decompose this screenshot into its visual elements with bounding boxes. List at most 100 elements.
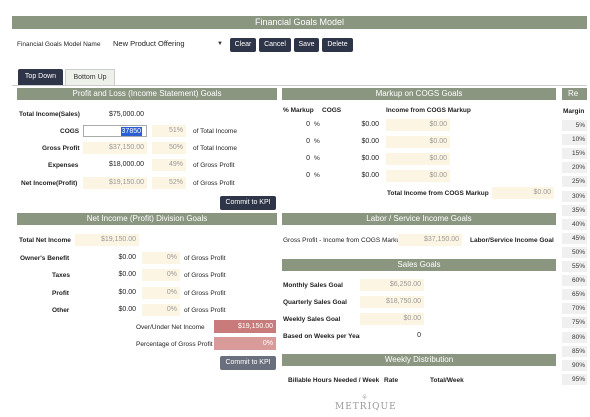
quarterly-sales-label: Quarterly Sales Goal — [283, 299, 347, 306]
ni-section-header: Net Income (Profit) Division Goals — [17, 213, 277, 225]
owners-benefit-pct: 0% — [142, 252, 180, 264]
margin-item[interactable]: 15% — [562, 148, 587, 161]
taxes-label: Taxes — [52, 272, 70, 279]
markup-cogs-3[interactable]: $0.00 — [322, 153, 382, 165]
ni-commit-kpi-button[interactable]: Commit to KPI — [220, 356, 276, 370]
pct-gross-profit-label: Percentage of Gross Profit — [136, 341, 213, 348]
markup-cogs-4[interactable]: $0.00 — [322, 170, 382, 182]
weeks-per-year-label: Based on Weeks per Year — [283, 333, 362, 340]
markup-unit-2: % — [314, 138, 320, 145]
expenses-of: of Gross Profit — [193, 162, 235, 169]
markup-input-1[interactable]: 0 — [285, 119, 313, 131]
tab-top-down[interactable]: Top Down — [18, 69, 63, 85]
save-button[interactable]: Save — [294, 38, 319, 52]
cogs-value: 37850 — [120, 127, 142, 136]
profit-of: of Gross Profit — [184, 290, 226, 297]
margin-item[interactable]: 5% — [562, 120, 587, 132]
margin-item[interactable]: 25% — [562, 176, 587, 189]
margin-item[interactable]: 95% — [562, 373, 587, 386]
app-title: Financial Goals Model — [12, 16, 587, 29]
weekly-section-header: Weekly Distribution — [282, 354, 556, 366]
cogs-pct: 51% — [152, 125, 186, 137]
expenses-pct: 49% — [152, 159, 186, 171]
cogs-of: of Total Income — [193, 128, 237, 135]
net-income-pct: 52% — [152, 177, 186, 189]
margin-item[interactable]: 60% — [562, 275, 587, 288]
pl-commit-kpi-button[interactable]: Commit to KPI — [220, 196, 276, 210]
margin-item[interactable]: 55% — [562, 261, 587, 273]
monthly-sales-value: $6,250.00 — [360, 279, 424, 291]
net-income-label: Net Income(Profit) — [21, 180, 78, 187]
tab-divider — [12, 85, 587, 86]
weekly-sales-value: $0.00 — [360, 313, 424, 325]
total-income-input[interactable]: $75,000.00 — [83, 109, 147, 121]
margin-item[interactable]: 65% — [562, 289, 587, 302]
total-net-income-label: Total Net Income — [19, 237, 71, 244]
margin-item[interactable]: 70% — [562, 303, 587, 316]
margin-item[interactable]: 35% — [562, 204, 587, 217]
taxes-pct: 0% — [142, 269, 180, 281]
margin-item[interactable]: 90% — [562, 359, 587, 372]
markup-total-value: $0.00 — [492, 187, 554, 199]
weeks-per-year-input[interactable]: 0 — [360, 330, 424, 342]
margin-item[interactable]: 80% — [562, 331, 587, 344]
margin-item[interactable]: 50% — [562, 246, 587, 259]
expenses-input[interactable]: $18,000.00 — [83, 159, 147, 171]
chevron-down-icon: ▼ — [217, 41, 223, 47]
cogs-label: COGS — [60, 128, 80, 135]
cogs-input[interactable]: 37850 — [83, 125, 147, 137]
net-income-of: of Gross Profit — [193, 180, 235, 187]
markup-income-2: $0.00 — [386, 136, 450, 148]
markup-unit-3: % — [314, 155, 320, 162]
clear-button[interactable]: Clear — [230, 38, 256, 52]
over-under-label: Over/Under Net Income — [136, 324, 205, 331]
owners-benefit-of: of Gross Profit — [184, 255, 226, 262]
cancel-button[interactable]: Cancel — [259, 38, 291, 52]
margin-item[interactable]: 75% — [562, 317, 587, 330]
margin-label: Margin — [563, 108, 585, 115]
gross-profit-value: $37,150.00 — [83, 142, 147, 154]
markup-income-1: $0.00 — [386, 119, 450, 131]
model-name-value: New Product Offering — [113, 39, 185, 48]
col-markup: % Markup — [283, 107, 314, 114]
over-under-value: $19,150.00 — [214, 320, 276, 333]
other-label: Other — [52, 307, 70, 314]
margin-section-header: Re — [562, 88, 587, 100]
markup-input-4[interactable]: 0 — [285, 170, 313, 182]
profit-input[interactable]: $0.00 — [75, 287, 139, 299]
margin-item[interactable]: 30% — [562, 190, 587, 203]
markup-total-label: Total Income from COGS Markup — [387, 190, 489, 197]
gross-profit-pct: 50% — [152, 142, 186, 154]
tab-bottom-up[interactable]: Bottom Up — [65, 69, 115, 85]
other-pct: 0% — [142, 304, 180, 316]
gross-profit-label: Gross Profit — [42, 145, 80, 152]
margin-item[interactable]: 45% — [562, 232, 587, 245]
model-name-select[interactable]: New Product Offering ▼ — [110, 37, 226, 51]
logo: METRIQUE — [335, 402, 397, 412]
markup-unit-1: % — [314, 121, 320, 128]
monthly-sales-label: Monthly Sales Goal — [283, 282, 343, 289]
owners-benefit-input[interactable]: $0.00 — [75, 252, 139, 264]
margin-item[interactable]: 85% — [562, 345, 587, 358]
pl-section-header: Profit and Loss (Income Statement) Goals — [17, 88, 277, 100]
taxes-input[interactable]: $0.00 — [75, 269, 139, 281]
markup-input-2[interactable]: 0 — [285, 136, 313, 148]
margin-item[interactable]: 10% — [562, 134, 587, 147]
pct-gross-profit-value: 0% — [214, 337, 276, 350]
col-total-week: Total/Week — [430, 377, 464, 384]
delete-button[interactable]: Delete — [322, 38, 353, 52]
taxes-of: of Gross Profit — [184, 272, 226, 279]
owners-benefit-label: Owner's Benefit — [20, 255, 70, 262]
markup-cogs-1[interactable]: $0.00 — [322, 119, 382, 131]
col-billable-hours: Billable Hours Needed / Week — [288, 377, 380, 384]
col-income: Income from COGS Markup — [386, 107, 471, 114]
markup-input-3[interactable]: 0 — [285, 153, 313, 165]
quarterly-sales-value: $18,750.00 — [360, 296, 424, 308]
other-input[interactable]: $0.00 — [75, 304, 139, 316]
margin-item[interactable]: 40% — [562, 218, 587, 231]
markup-cogs-2[interactable]: $0.00 — [322, 136, 382, 148]
col-cogs: COGS — [322, 107, 342, 114]
net-income-value: $19,150.00 — [83, 177, 147, 189]
logo-icon: ⚘ — [361, 393, 369, 402]
margin-item[interactable]: 20% — [562, 162, 587, 175]
